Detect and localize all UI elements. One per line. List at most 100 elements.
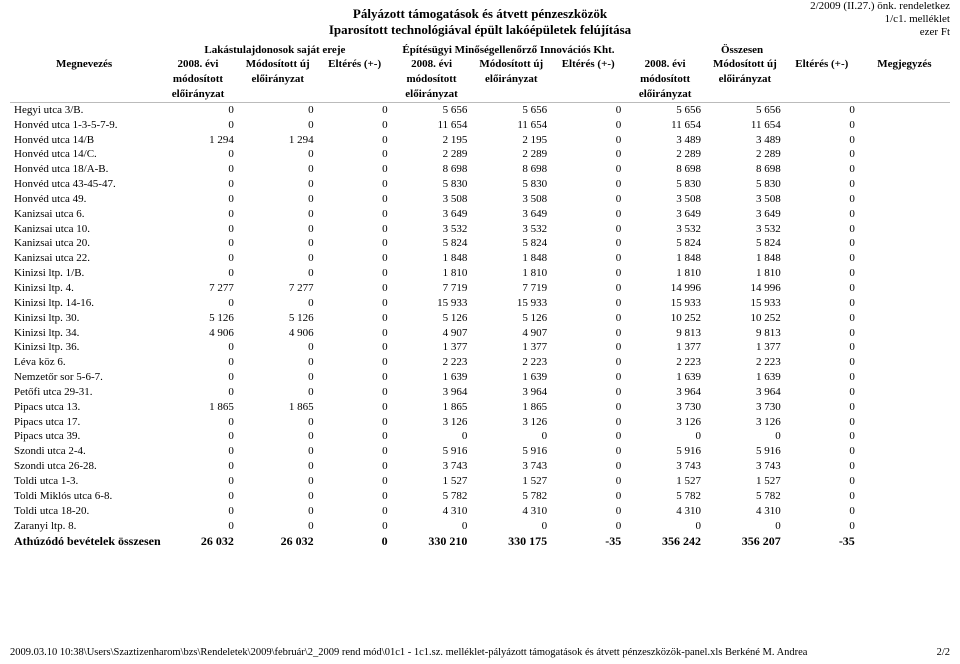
row-val: 0 xyxy=(158,504,238,519)
row-val: 0 xyxy=(158,147,238,162)
row-val: 10 252 xyxy=(705,311,785,326)
row-val: 9 813 xyxy=(625,326,705,341)
row-val: 0 xyxy=(551,251,625,266)
row-val: 1 848 xyxy=(471,251,551,266)
row-val: 0 xyxy=(318,147,392,162)
table-row: Pipacs utca 13.1 8651 86501 8651 86503 7… xyxy=(10,400,950,415)
total-row: Athúzódó bevételek összesen 26 032 26 03… xyxy=(10,533,950,549)
footer-right: 2/2 xyxy=(937,647,950,658)
row-val: 3 964 xyxy=(392,385,472,400)
footer-left: 2009.03.10 10:38\Users\Szaztizenharom\bz… xyxy=(10,647,807,658)
row-val: 3 743 xyxy=(392,459,472,474)
row-val: 0 xyxy=(238,192,318,207)
row-val: 0 xyxy=(318,400,392,415)
row-val: 0 xyxy=(238,415,318,430)
row-name: Kinizsi ltp. 1/B. xyxy=(10,266,158,281)
table-row: Nemzetőr sor 5-6-7.0001 6391 63901 6391 … xyxy=(10,370,950,385)
row-val: 0 xyxy=(392,519,472,534)
row-val: 3 964 xyxy=(705,385,785,400)
row-val: 15 933 xyxy=(705,296,785,311)
row-val: 1 848 xyxy=(625,251,705,266)
row-val: 3 126 xyxy=(625,415,705,430)
row-val: 0 xyxy=(471,429,551,444)
row-name: Toldi utca 18-20. xyxy=(10,504,158,519)
row-val: 14 996 xyxy=(625,281,705,296)
row-name: Toldi utca 1-3. xyxy=(10,474,158,489)
row-val: 3 964 xyxy=(471,385,551,400)
row-val: 0 xyxy=(158,355,238,370)
row-val: 0 xyxy=(318,296,392,311)
row-val: 5 126 xyxy=(158,311,238,326)
row-val: 0 xyxy=(238,207,318,222)
row-note xyxy=(859,370,950,385)
total-v4: 330 175 xyxy=(471,533,551,549)
row-val: 0 xyxy=(551,474,625,489)
row-val: 0 xyxy=(238,177,318,192)
row-val: 0 xyxy=(158,385,238,400)
row-val: 3 649 xyxy=(471,207,551,222)
table-row: Honvéd utca 14/B1 2941 29402 1952 19503 … xyxy=(10,133,950,148)
total-v0: 26 032 xyxy=(158,533,238,549)
row-val: 8 698 xyxy=(471,162,551,177)
row-val: 3 743 xyxy=(625,459,705,474)
row-note xyxy=(859,415,950,430)
row-val: 1 294 xyxy=(158,133,238,148)
row-val: 5 824 xyxy=(625,236,705,251)
row-val: 1 377 xyxy=(705,340,785,355)
row-val: 5 830 xyxy=(471,177,551,192)
title-line2: Iparosított technológiával épült lakóépü… xyxy=(10,22,950,38)
row-name: Kinizsi ltp. 34. xyxy=(10,326,158,341)
row-val: 7 719 xyxy=(392,281,472,296)
row-val: 0 xyxy=(158,266,238,281)
row-name: Zaranyi ltp. 8. xyxy=(10,519,158,534)
row-val: 1 527 xyxy=(625,474,705,489)
row-val: 2 289 xyxy=(705,147,785,162)
row-val: 0 xyxy=(158,519,238,534)
row-val: 0 xyxy=(551,222,625,237)
header-right-line3: ezer Ft xyxy=(810,26,950,39)
row-val: 3 532 xyxy=(392,222,472,237)
col-head-note: Megjegyzés xyxy=(859,57,950,102)
row-val: 5 656 xyxy=(625,102,705,117)
row-val: 0 xyxy=(318,429,392,444)
row-val: 0 xyxy=(158,489,238,504)
row-val: 5 656 xyxy=(471,102,551,117)
row-val: 2 223 xyxy=(625,355,705,370)
total-v6: 356 242 xyxy=(625,533,705,549)
table-row: Zaranyi ltp. 8.000000000 xyxy=(10,519,950,534)
row-val: 0 xyxy=(238,355,318,370)
row-val: 5 782 xyxy=(705,489,785,504)
row-val: 0 xyxy=(238,266,318,281)
row-val: 0 xyxy=(785,459,859,474)
row-val: 0 xyxy=(318,385,392,400)
row-val: 0 xyxy=(785,370,859,385)
row-val: 0 xyxy=(551,118,625,133)
row-val: 0 xyxy=(238,429,318,444)
row-name: Nemzetőr sor 5-6-7. xyxy=(10,370,158,385)
row-val: 1 810 xyxy=(471,266,551,281)
row-val: 0 xyxy=(551,355,625,370)
row-note xyxy=(859,222,950,237)
row-val: 0 xyxy=(785,266,859,281)
row-val: 8 698 xyxy=(625,162,705,177)
row-val: 0 xyxy=(158,162,238,177)
row-val: 0 xyxy=(551,459,625,474)
row-val: 0 xyxy=(318,102,392,117)
row-name: Szondi utca 2-4. xyxy=(10,444,158,459)
row-val: 4 906 xyxy=(158,326,238,341)
row-note xyxy=(859,236,950,251)
row-val: 0 xyxy=(785,326,859,341)
row-val: 0 xyxy=(785,177,859,192)
row-name: Kinizsi ltp. 14-16. xyxy=(10,296,158,311)
col-head-1b: Módosított új előirányzat xyxy=(238,57,318,102)
row-name: Pipacs utca 13. xyxy=(10,400,158,415)
row-val: 0 xyxy=(785,444,859,459)
row-val: 5 916 xyxy=(471,444,551,459)
row-val: 2 195 xyxy=(471,133,551,148)
row-val: 0 xyxy=(785,474,859,489)
row-val: 0 xyxy=(785,429,859,444)
row-val: 1 527 xyxy=(471,474,551,489)
col-head-name: Megnevezés xyxy=(10,57,158,102)
row-val: 15 933 xyxy=(625,296,705,311)
row-val: 5 916 xyxy=(705,444,785,459)
